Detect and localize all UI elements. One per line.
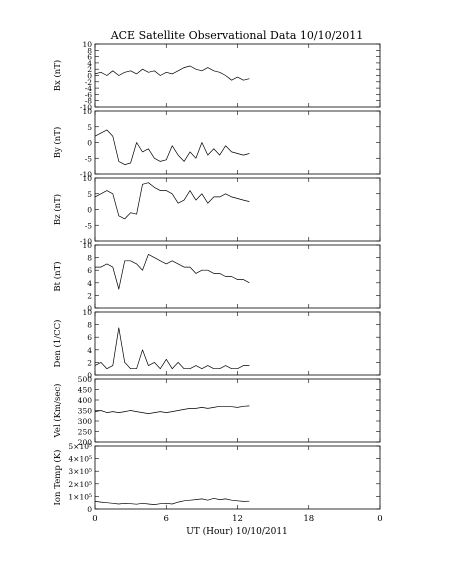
y-tick-label: -5: [85, 221, 93, 230]
y-tick-label: 10: [82, 40, 92, 49]
y-tick-label: 2: [87, 358, 92, 367]
y-tick-label: -10: [80, 237, 92, 246]
x-tick-label: 0: [377, 514, 382, 524]
series-line: [94, 182, 250, 220]
series-line: [94, 327, 250, 370]
y-tick-label: 2×10⁵: [68, 480, 92, 489]
y-tick-label: 5: [87, 123, 92, 132]
y-tick-label: 8: [87, 46, 92, 55]
y-tick-label: 1×10⁵: [68, 492, 92, 501]
panel-frame: [94, 244, 381, 309]
y-tick-label: -10: [80, 103, 92, 112]
y-tick-label: 300: [78, 417, 93, 426]
y-tick-label: 0: [87, 371, 92, 380]
y-tick-label: -4: [85, 84, 93, 93]
y-tick-label: 8: [87, 321, 92, 330]
x-tick-label: 0: [92, 514, 97, 524]
y-tick-label: 0: [87, 206, 92, 215]
panel-frame: [94, 110, 381, 175]
y-tick-label: 0: [87, 72, 92, 81]
y-tick-label: -8: [85, 97, 93, 106]
panel-frame: [94, 378, 381, 443]
panel-2: 10 5 0 -5 -10 By (nT): [52, 107, 381, 179]
y-tick-label: 6: [87, 53, 92, 62]
y-axis-label: Den (1/CC): [52, 320, 63, 368]
y-tick-label: 2: [87, 65, 92, 74]
y-tick-label: 4: [87, 59, 92, 68]
y-tick-label: 8: [87, 254, 92, 263]
x-tick-label: 12: [232, 514, 243, 524]
panel-frame: [94, 445, 381, 510]
panel-5: 10 8 6 4 2 0 Den (1/CC): [52, 308, 381, 380]
panel-frame: [94, 43, 381, 108]
y-tick-label: 0: [87, 139, 92, 148]
y-tick-label: 10: [82, 174, 92, 183]
panel-3: 10 5 0 -5 -10 Bz (nT): [52, 174, 381, 246]
y-tick-label: -6: [85, 90, 93, 99]
x-axis-label: UT (Hour) 10/10/2011: [186, 526, 288, 537]
y-tick-label: 3×10⁵: [68, 467, 92, 476]
series-line: [94, 65, 250, 81]
y-tick-label: 5×10⁵: [68, 442, 92, 451]
y-tick-label: 500: [78, 375, 93, 384]
x-tick-label: 18: [303, 514, 314, 524]
chart-title: ACE Satellite Observational Data 10/10/2…: [110, 29, 364, 42]
series-line: [94, 129, 250, 165]
y-tick-label: 10: [82, 308, 92, 317]
y-tick-label: -10: [80, 170, 92, 179]
y-axis-label: Bz (nT): [52, 194, 63, 225]
x-tick-label: 6: [164, 514, 169, 524]
series-line: [95, 254, 250, 290]
panel-4: 10 8 6 4 2 0 Bt (nT): [52, 241, 381, 313]
panel-7: 5×10⁵ 4×10⁵ 3×10⁵ 2×10⁵ 1×10⁵ 0 Ion Temp (K): [52, 442, 381, 514]
y-tick-label: -2: [85, 78, 93, 87]
y-tick-label: 400: [78, 396, 93, 405]
y-axis-label: Vel (Km/sec): [52, 384, 63, 439]
y-tick-label: -5: [85, 154, 93, 163]
y-tick-label: 4: [87, 279, 92, 288]
y-tick-label: 4×10⁵: [68, 455, 92, 464]
y-tick-label: 0: [87, 505, 92, 514]
y-tick-label: 6: [87, 333, 92, 342]
y-tick-label: 200: [78, 438, 93, 447]
series-line: [94, 497, 250, 505]
y-axis-label: Ion Temp (K): [52, 450, 63, 506]
y-tick-label: 5: [87, 190, 92, 199]
y-tick-label: 6: [87, 266, 92, 275]
y-tick-label: 250: [78, 428, 93, 437]
y-tick-label: 10: [82, 241, 92, 250]
y-axis-label: Bx (nT): [52, 60, 63, 92]
y-tick-label: 450: [78, 386, 93, 395]
y-tick-label: 2: [87, 291, 92, 300]
y-tick-label: 350: [78, 407, 93, 416]
y-tick-label: 10: [82, 107, 92, 116]
y-tick-label: 4: [87, 346, 92, 355]
series-line: [94, 405, 250, 414]
y-tick-label: 0: [87, 304, 92, 313]
y-axis-label: Bt (nT): [52, 261, 63, 291]
y-axis-label: By (nT): [52, 127, 63, 159]
